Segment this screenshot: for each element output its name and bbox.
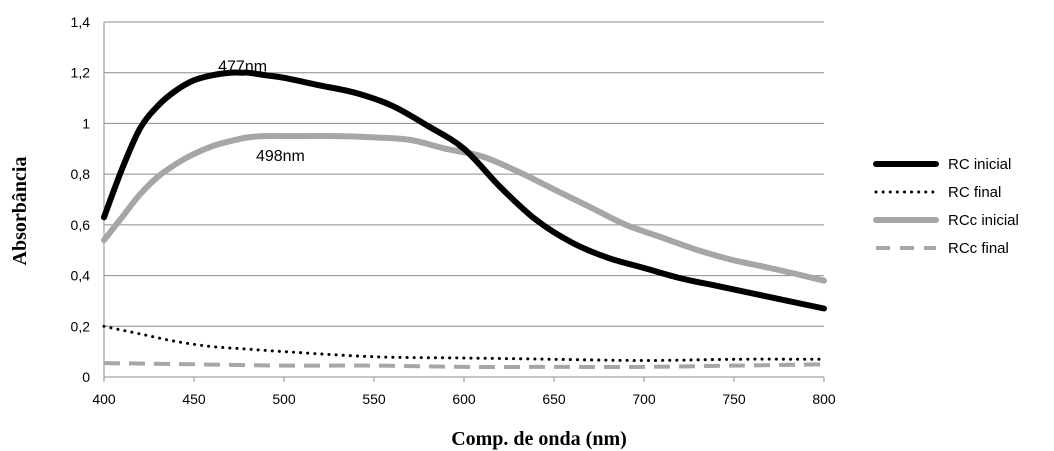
y-tick-label: 0,8	[71, 166, 91, 182]
legend-label-rc-final: RC final	[948, 184, 1001, 201]
x-tick-label: 750	[722, 391, 746, 407]
x-tick-label: 500	[272, 391, 296, 407]
x-tick-label: 650	[542, 391, 566, 407]
gridlines	[104, 21, 824, 327]
series-line-rc-final	[102, 324, 826, 363]
x-axis-label: Comp. de onda (nm)	[451, 428, 627, 450]
x-tick-label: 600	[452, 391, 476, 407]
annotation-label: 477nm	[218, 59, 267, 76]
annotation-label: 498nm	[256, 148, 305, 165]
x-tick-labels: 400 450 500 550 600 650 700 750 800	[92, 391, 836, 407]
y-tick-label: 1	[82, 115, 90, 131]
y-tick-label: 0	[82, 369, 90, 385]
legend-label-rc-inicial: RC inicial	[948, 156, 1011, 173]
legend-label-rcc-inicial: RCc inicial	[948, 212, 1019, 229]
y-tick-label: 0,4	[71, 268, 91, 284]
y-tick-label: 1,4	[71, 14, 91, 30]
x-tick-label: 800	[812, 391, 836, 407]
series-line-rc-inicial	[101, 69, 827, 312]
series-line-rcc-inicial	[101, 133, 827, 284]
legend: RC inicial RC final RCc inicial RCc final	[873, 156, 1019, 257]
y-tick-label: 1,2	[71, 65, 91, 81]
annotations: 477nm 498nm	[218, 59, 305, 165]
axes	[103, 22, 825, 382]
x-tick-label: 400	[92, 391, 116, 407]
y-tick-labels: 0 0,2 0,4 0,6 0,8 1 1,2 1,4	[71, 14, 91, 385]
y-tick-label: 0,6	[71, 217, 91, 233]
x-tick-label: 550	[362, 391, 386, 407]
x-tick-label: 450	[182, 391, 206, 407]
series-line-rcc-final	[103, 361, 825, 369]
y-tick-label: 0,2	[71, 318, 91, 334]
legend-label-rcc-final: RCc final	[948, 240, 1009, 257]
y-axis-label: Absorbância	[9, 157, 31, 266]
x-tick-label: 700	[632, 391, 656, 407]
series-lines	[101, 69, 827, 369]
